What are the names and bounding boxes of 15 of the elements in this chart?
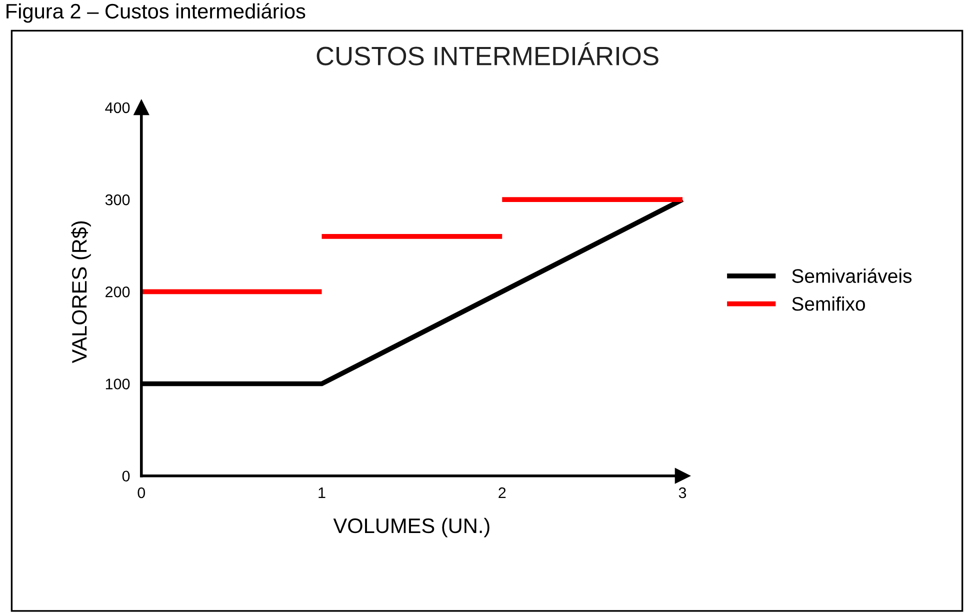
x-axis-title: VOLUMES (UN.) bbox=[333, 518, 490, 538]
y-axis-title: VALORES (R$) bbox=[71, 221, 91, 364]
legend-label: Semivariáveis bbox=[792, 268, 912, 283]
legend-label: Semifixo bbox=[792, 296, 865, 311]
x-tick-label: 1 bbox=[318, 488, 326, 498]
x-tick-label: 2 bbox=[498, 487, 506, 498]
y-tick-label: 400 bbox=[105, 102, 130, 114]
y-tick-label: 0 bbox=[122, 470, 130, 482]
chart-title: CUSTOS INTERMEDIÁRIOS bbox=[316, 42, 658, 66]
text: Figura 2 – Custos intermediários bbox=[6, 3, 306, 23]
x-tick-label: 3 bbox=[678, 487, 686, 498]
y-tick-label: 200 bbox=[106, 286, 130, 298]
x-tick-label: 0 bbox=[138, 487, 146, 498]
y-tick-label: 300 bbox=[105, 194, 130, 206]
y-tick-label: 100 bbox=[106, 378, 130, 390]
